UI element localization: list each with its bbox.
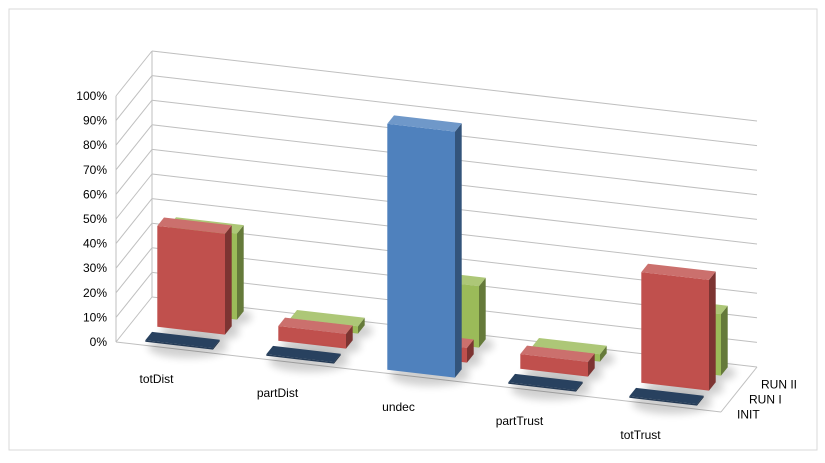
bar-side xyxy=(213,339,220,350)
bar-front xyxy=(508,382,576,392)
bar-side xyxy=(697,395,704,406)
gridline-side xyxy=(115,50,153,97)
bar-top xyxy=(157,217,232,234)
floor-right-edge xyxy=(720,366,758,413)
bar-side xyxy=(346,325,353,349)
bar-side xyxy=(467,339,474,363)
chart-marks xyxy=(145,115,736,414)
bar-side xyxy=(721,305,728,376)
y-tick-label: 80% xyxy=(83,138,107,152)
gridline-side xyxy=(115,99,153,146)
y-tick-label: 50% xyxy=(83,212,107,226)
bar-side xyxy=(225,225,232,335)
bar-top xyxy=(266,345,341,363)
series-label: RUN II xyxy=(761,378,797,392)
y-tick-label: 10% xyxy=(83,310,107,324)
bar-top xyxy=(145,331,220,349)
bar-front xyxy=(266,354,334,364)
bar-front xyxy=(278,326,346,349)
category-label: undec xyxy=(382,400,415,414)
gridline-side xyxy=(115,222,153,269)
bar-side xyxy=(334,353,341,364)
series-label: INIT xyxy=(737,408,760,422)
series-label: RUN I xyxy=(749,393,782,407)
gridline-side xyxy=(115,296,153,343)
bar-side xyxy=(455,123,462,378)
bar-side xyxy=(358,317,365,334)
gridline-side xyxy=(115,247,153,294)
bar-front xyxy=(145,340,213,350)
bar-side xyxy=(237,225,244,320)
bar-top xyxy=(387,115,462,132)
bar-top xyxy=(532,338,607,355)
bar-top xyxy=(290,310,365,327)
bar-front xyxy=(629,396,697,406)
y-tick-label: 60% xyxy=(83,187,107,201)
gridline-side xyxy=(115,173,153,220)
bar-top xyxy=(520,345,595,362)
y-tick-label: 20% xyxy=(83,286,107,300)
y-tick-label: 70% xyxy=(83,163,107,177)
category-label: totDist xyxy=(139,372,174,386)
bar-top xyxy=(641,263,716,280)
category-label: partTrust xyxy=(496,414,544,428)
gridline-back xyxy=(151,75,758,147)
bar-front xyxy=(641,272,709,391)
bar-front xyxy=(387,123,455,378)
y-tick-label: 30% xyxy=(83,261,107,275)
y-tick-label: 40% xyxy=(83,237,107,251)
y-tick-label: 0% xyxy=(90,335,108,349)
gridline-side xyxy=(115,149,153,195)
bar-front xyxy=(520,354,588,377)
y-tick-label: 100% xyxy=(76,89,107,103)
bar-top xyxy=(629,387,704,405)
gridline-back xyxy=(151,50,758,122)
chart-labels: 0% 10% 20% 30% 40% 50% 60% 70% 80% 90% 100% totDist… xyxy=(76,89,797,442)
bar-front xyxy=(157,225,225,335)
gridline-side xyxy=(115,124,153,171)
gridline-side xyxy=(115,198,153,244)
gridline-side xyxy=(115,272,153,318)
bar-side xyxy=(588,353,595,377)
category-label: totTrust xyxy=(620,428,661,442)
bar-top xyxy=(278,317,353,334)
category-label: partDist xyxy=(257,386,299,400)
bar-side xyxy=(479,277,486,348)
bar-side xyxy=(600,345,607,362)
bar-top xyxy=(508,373,583,391)
bar-side xyxy=(576,381,583,392)
bar-side xyxy=(709,271,716,391)
y-tick-label: 90% xyxy=(83,114,107,128)
gridline-side xyxy=(115,75,153,121)
